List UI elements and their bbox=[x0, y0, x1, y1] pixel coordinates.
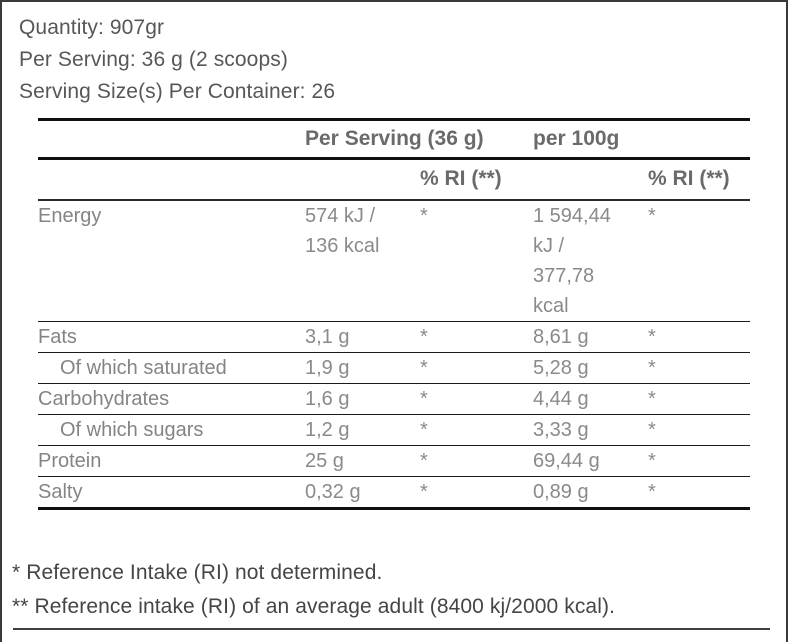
nutrient-label: Of which saturated bbox=[38, 352, 305, 384]
table-header-row-ri: % RI (**) % RI (**) bbox=[38, 158, 751, 201]
per100-value: 0,89 g bbox=[533, 476, 648, 510]
per100-ri: * bbox=[648, 200, 751, 322]
quantity-line: Quantity: 907gr bbox=[19, 16, 165, 39]
col-header-ri-serving: % RI (**) bbox=[420, 158, 533, 201]
serving-value: 1,6 g bbox=[305, 383, 420, 415]
serving-ri: * bbox=[420, 383, 533, 415]
header-spacer bbox=[305, 158, 420, 201]
serving-value: 0,32 g bbox=[305, 476, 420, 510]
serving-ri: * bbox=[420, 476, 533, 510]
table-row-carbohydrates: Carbohydrates 1,6 g * 4,44 g * bbox=[38, 383, 751, 415]
bottom-divider bbox=[13, 628, 770, 630]
per100-value: 3,33 g bbox=[533, 414, 648, 446]
serving-value: 574 kJ / 136 kcal bbox=[305, 200, 420, 322]
col-header-per-serving: Per Serving (36 g) bbox=[305, 119, 533, 160]
table-row-saturated: Of which saturated 1,9 g * 5,28 g * bbox=[38, 352, 751, 384]
serving-ri: * bbox=[420, 414, 533, 446]
serving-value: 1,9 g bbox=[305, 352, 420, 384]
table-row-salt: Salty 0,32 g * 0,89 g * bbox=[38, 476, 751, 510]
per-serving-line: Per Serving: 36 g (2 scoops) bbox=[19, 48, 288, 71]
servings-per-container-line: Serving Size(s) Per Container: 26 bbox=[19, 80, 336, 103]
product-info: Quantity: 907gr Per Serving: 36 g (2 sco… bbox=[19, 12, 335, 108]
serving-ri: * bbox=[420, 445, 533, 477]
col-header-ri-100g: % RI (**) bbox=[648, 158, 751, 201]
header-spacer bbox=[38, 119, 305, 160]
table-row-protein: Protein 25 g * 69,44 g * bbox=[38, 445, 751, 477]
header-spacer bbox=[38, 158, 305, 201]
serving-ri: * bbox=[420, 321, 533, 353]
col-header-per-100g: per 100g bbox=[533, 119, 751, 160]
per100-ri: * bbox=[648, 383, 751, 415]
per100-ri: * bbox=[648, 476, 751, 510]
footnote-ri-average-adult: ** Reference intake (RI) of an average a… bbox=[12, 595, 615, 618]
nutrition-table: Per Serving (36 g) per 100g % RI (**) % … bbox=[38, 118, 751, 510]
per100-value: 69,44 g bbox=[533, 445, 648, 477]
nutrient-label: Carbohydrates bbox=[38, 383, 305, 415]
serving-ri: * bbox=[420, 352, 533, 384]
per100-ri: * bbox=[648, 321, 751, 353]
per100-ri: * bbox=[648, 352, 751, 384]
per100-value: 5,28 g bbox=[533, 352, 648, 384]
table-row-fats: Fats 3,1 g * 8,61 g * bbox=[38, 321, 751, 353]
per100-value: 8,61 g bbox=[533, 321, 648, 353]
serving-value: 3,1 g bbox=[305, 321, 420, 353]
nutrient-label: Of which sugars bbox=[38, 414, 305, 446]
nutrient-label: Salty bbox=[38, 476, 305, 510]
nutrient-label: Protein bbox=[38, 445, 305, 477]
footnote-ri-not-determined: * Reference Intake (RI) not determined. bbox=[12, 561, 383, 584]
per100-value: 4,44 g bbox=[533, 383, 648, 415]
per100-value: 1 594,44 kJ / 377,78 kcal bbox=[533, 200, 648, 322]
footnotes: * Reference Intake (RI) not determined. … bbox=[12, 556, 615, 624]
header-spacer bbox=[533, 158, 648, 201]
table-row-sugars: Of which sugars 1,2 g * 3,33 g * bbox=[38, 414, 751, 446]
serving-ri: * bbox=[420, 200, 533, 322]
serving-value: 25 g bbox=[305, 445, 420, 477]
table-header-row-units: Per Serving (36 g) per 100g bbox=[38, 119, 751, 160]
nutrient-label: Fats bbox=[38, 321, 305, 353]
per100-ri: * bbox=[648, 445, 751, 477]
per100-ri: * bbox=[648, 414, 751, 446]
nutrient-label: Energy bbox=[38, 200, 305, 322]
table-row-energy: Energy 574 kJ / 136 kcal * 1 594,44 kJ /… bbox=[38, 200, 751, 322]
serving-value: 1,2 g bbox=[305, 414, 420, 446]
